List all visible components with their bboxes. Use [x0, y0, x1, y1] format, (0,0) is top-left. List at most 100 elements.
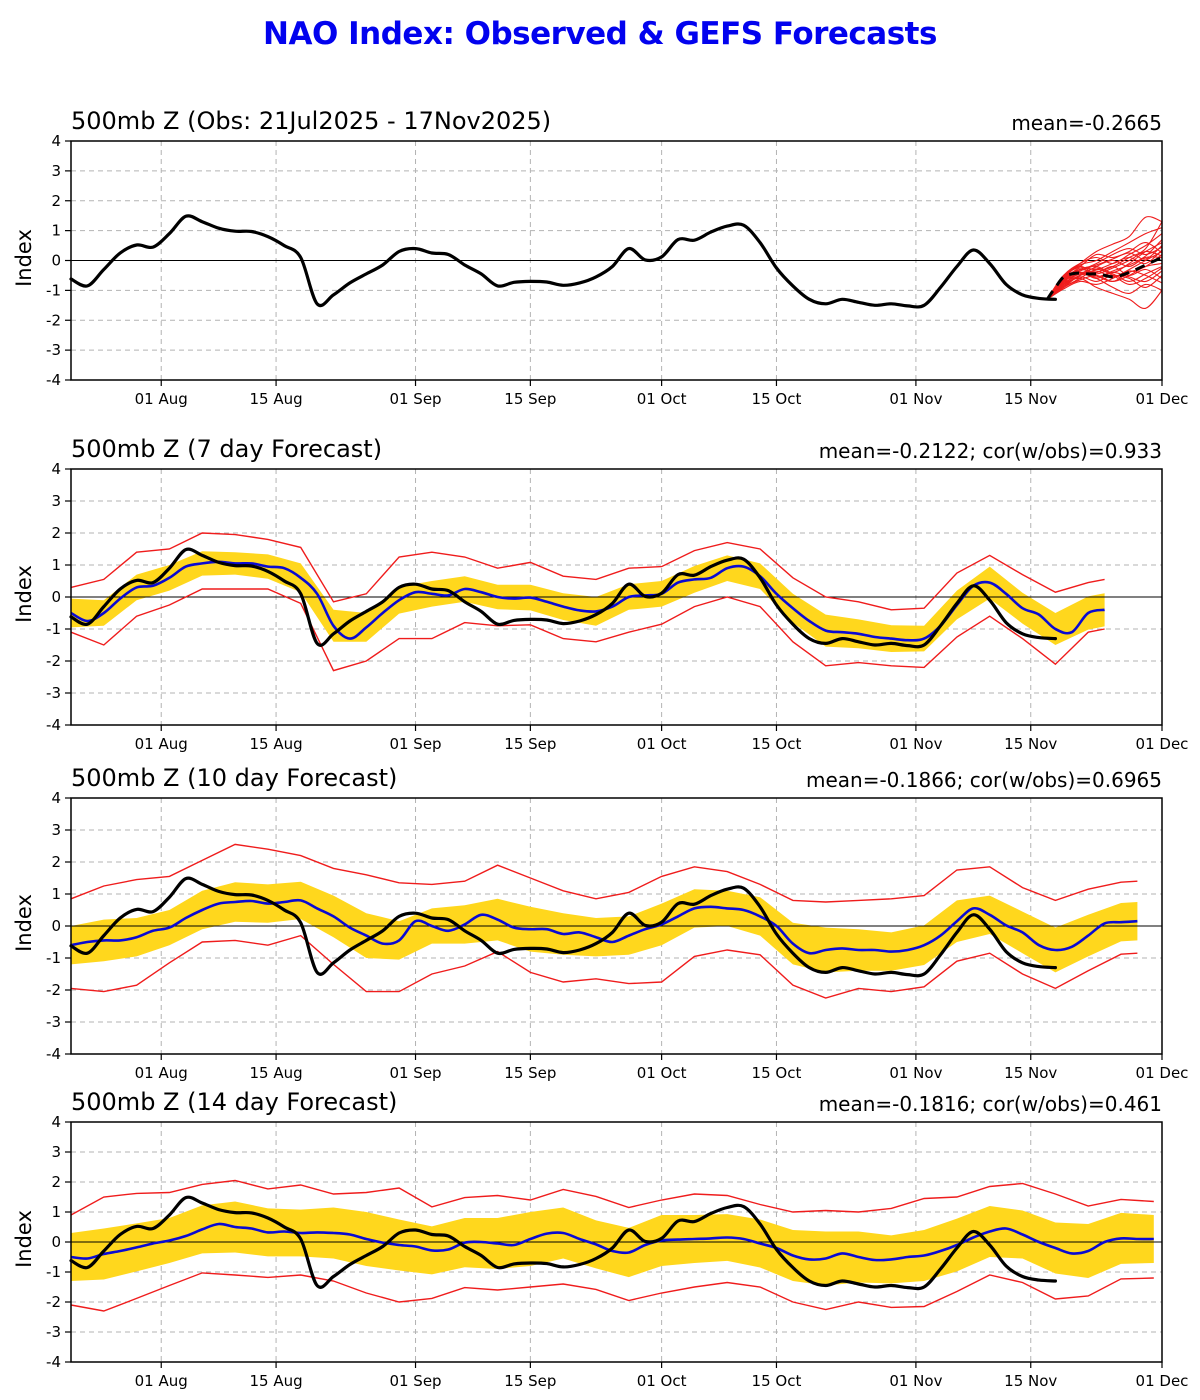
- y-tick-label: -1: [46, 1263, 61, 1281]
- ensemble-member-line: [1046, 251, 1163, 300]
- x-tick-label: 01 Nov: [889, 735, 942, 753]
- y-tick-label: 2: [51, 524, 61, 542]
- panel-annotation-10day: mean=-0.1866; cor(w/obs)=0.6965: [805, 768, 1162, 792]
- y-tick-label: 3: [51, 162, 61, 180]
- observed-line: [69, 876, 1057, 978]
- y-tick-label: -4: [46, 1045, 61, 1063]
- y-tick-label: 4: [51, 132, 61, 150]
- x-tick-label: 01 Sep: [389, 1372, 441, 1390]
- panel-annotation-observed: mean=-0.2665: [1011, 111, 1162, 135]
- x-tick-label: 15 Sep: [504, 735, 556, 753]
- panel-header-10day: 500mb Z (10 day Forecast) mean=-0.1866; …: [71, 764, 1162, 792]
- y-tick-label: -1: [46, 949, 61, 967]
- x-tick-label: 15 Aug: [249, 735, 302, 753]
- panel-plot-2: 4 3 2 1 0 -1 -2 -3 -4 01 Aug 15 Aug 01 Sep 15 Sep 01 …: [46, 789, 1188, 1082]
- y-tick-label: -3: [46, 1013, 61, 1031]
- x-tick-label: 15 Oct: [752, 390, 802, 408]
- y-tick-label: -2: [46, 652, 61, 670]
- envelope-min-line: [70, 934, 1138, 999]
- ensemble-spread-band: [71, 1201, 1154, 1286]
- ensemble-spread-band: [71, 551, 1105, 652]
- observed-line: [69, 214, 1057, 309]
- envelope-min-line: [70, 1272, 1154, 1312]
- x-tick-label: 01 Dec: [1136, 1064, 1189, 1082]
- y-tick-label: 4: [51, 789, 61, 807]
- observed-line: [69, 547, 1057, 649]
- ensemble-member-line: [1046, 246, 1163, 300]
- envelope-max-line: [70, 1179, 1154, 1216]
- y-tick-label: 2: [51, 192, 61, 210]
- y-tick-label: -1: [46, 620, 61, 638]
- y-tick-label: -3: [46, 1323, 61, 1341]
- x-tick-label: 01 Oct: [637, 735, 687, 753]
- x-tick-label: 15 Sep: [504, 1064, 556, 1082]
- y-tick-label: 1: [51, 1203, 61, 1221]
- panel-header-observed: 500mb Z (Obs: 21Jul2025 - 17Nov2025) mea…: [71, 107, 1162, 135]
- panel-annotation-7day: mean=-0.2122; cor(w/obs)=0.933: [818, 439, 1162, 463]
- envelope-max-line: [70, 532, 1105, 611]
- panel-title-7day: 500mb Z (7 day Forecast): [71, 435, 383, 463]
- y-tick-label: 4: [51, 460, 61, 478]
- forecast-mean-line: [70, 1222, 1154, 1262]
- y-tick-label: 0: [51, 588, 61, 606]
- y-tick-label: 0: [51, 917, 61, 935]
- y-tick-label: -4: [46, 1353, 61, 1371]
- x-tick-label: 15 Nov: [1004, 1372, 1057, 1390]
- x-tick-label: 01 Aug: [135, 1064, 188, 1082]
- x-tick-label: 01 Oct: [637, 1064, 687, 1082]
- panel-header-14day: 500mb Z (14 day Forecast) mean=-0.1816; …: [71, 1088, 1162, 1116]
- x-tick-label: 15 Oct: [752, 735, 802, 753]
- x-tick-label: 01 Sep: [389, 1064, 441, 1082]
- y-tick-label: 3: [51, 1143, 61, 1161]
- x-tick-label: 01 Nov: [889, 1064, 942, 1082]
- y-tick-label: 0: [51, 1233, 61, 1251]
- ensemble-member-line: [1046, 277, 1163, 309]
- panel-title-10day: 500mb Z (10 day Forecast): [71, 764, 398, 792]
- x-tick-label: 01 Nov: [889, 1372, 942, 1390]
- panel-plot-3: 4 3 2 1 0 -1 -2 -3 -4 01 Aug 15 Aug 01 Sep 15 Sep 01 …: [46, 1113, 1188, 1390]
- envelope-max-line: [70, 843, 1138, 903]
- y-tick-label: 1: [51, 885, 61, 903]
- y-tick-label: 1: [51, 222, 61, 240]
- chart-title: NAO Index: Observed & GEFS Forecasts: [263, 16, 937, 52]
- ensemble-mean-dashed-line: [1045, 256, 1163, 301]
- x-tick-label: 01 Dec: [1136, 735, 1189, 753]
- x-tick-label: 01 Sep: [389, 390, 441, 408]
- x-tick-label: 15 Nov: [1004, 735, 1057, 753]
- x-tick-label: 15 Nov: [1004, 1064, 1057, 1082]
- x-tick-label: 15 Aug: [249, 1372, 302, 1390]
- y-tick-label: -2: [46, 1293, 61, 1311]
- ensemble-member-line: [1046, 245, 1163, 300]
- x-tick-label: 01 Aug: [135, 1372, 188, 1390]
- panel-header-7day: 500mb Z (7 day Forecast) mean=-0.2122; c…: [71, 435, 1162, 463]
- panel-title-observed: 500mb Z (Obs: 21Jul2025 - 17Nov2025): [71, 107, 552, 135]
- x-tick-label: 01 Aug: [135, 735, 188, 753]
- y-tick-label: 3: [51, 492, 61, 510]
- y-tick-label: 1: [51, 556, 61, 574]
- x-tick-label: 15 Sep: [504, 1372, 556, 1390]
- x-tick-label: 15 Aug: [249, 390, 302, 408]
- x-tick-label: 15 Oct: [752, 1064, 802, 1082]
- x-tick-label: 15 Nov: [1004, 390, 1057, 408]
- x-tick-label: 01 Sep: [389, 735, 441, 753]
- panel-title-14day: 500mb Z (14 day Forecast): [71, 1088, 398, 1116]
- y-tick-label: 0: [51, 252, 61, 270]
- y-tick-label: -3: [46, 684, 61, 702]
- x-tick-label: 01 Nov: [889, 390, 942, 408]
- y-tick-label: -4: [46, 371, 61, 389]
- x-tick-label: 15 Oct: [752, 1372, 802, 1390]
- panel-plot-1: 4 3 2 1 0 -1 -2 -3 -4 01 Aug 15 Aug 01 Sep 15 Sep 01 …: [46, 460, 1188, 753]
- y-tick-label: 2: [51, 1173, 61, 1191]
- forecast-mean-line: [70, 560, 1105, 642]
- ensemble-member-line: [1046, 242, 1163, 300]
- y-tick-label: -4: [46, 716, 61, 734]
- x-tick-label: 01 Oct: [637, 390, 687, 408]
- y-tick-label: -3: [46, 341, 61, 359]
- x-tick-label: 15 Sep: [504, 390, 556, 408]
- ensemble-member-line: [1046, 216, 1163, 300]
- x-tick-label: 15 Aug: [249, 1064, 302, 1082]
- panel-plot-0: 4 3 2 1 0 -1 -2 -3 -4 01 Aug 15 Aug 01 Sep 15 Sep 01 …: [46, 132, 1188, 408]
- y-tick-label: 3: [51, 821, 61, 839]
- y-tick-label: -2: [46, 981, 61, 999]
- y-tick-label: 4: [51, 1113, 61, 1131]
